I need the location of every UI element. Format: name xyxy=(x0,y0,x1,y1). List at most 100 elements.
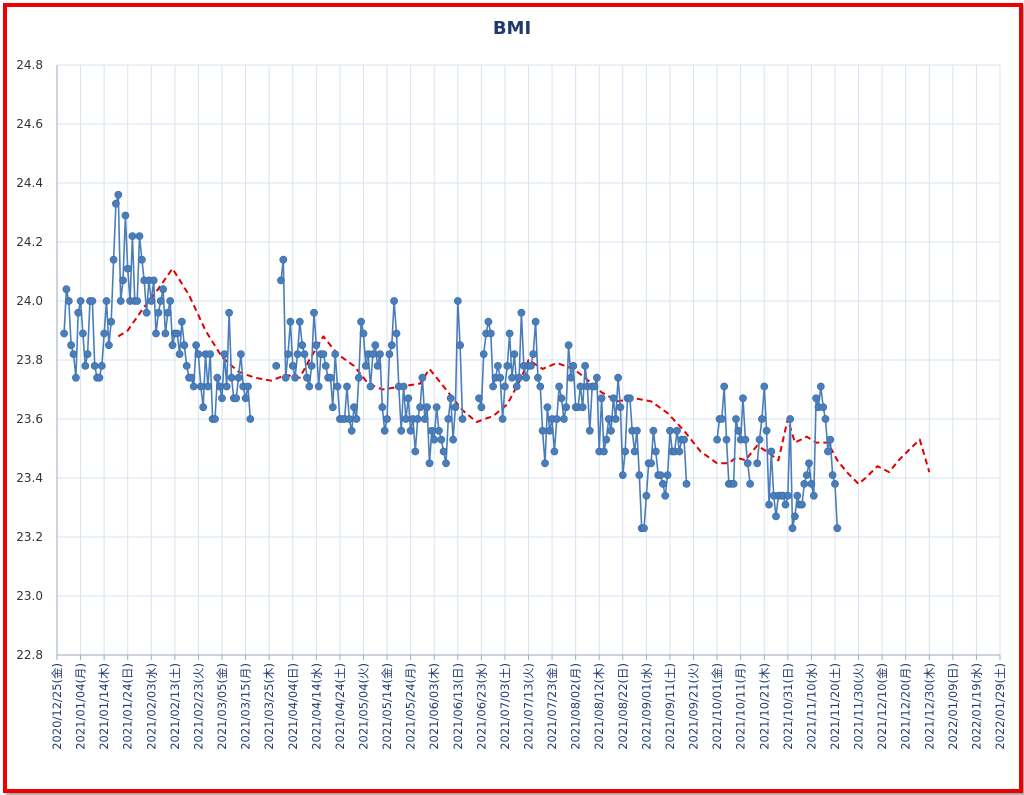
bmi-point xyxy=(182,361,191,370)
bmi-point xyxy=(149,276,158,285)
bmi-point xyxy=(618,471,627,479)
bmi-point xyxy=(288,361,297,370)
bmi-point xyxy=(805,459,813,468)
x-tick-label: 2021/11/20(土) xyxy=(828,663,842,750)
bmi-point xyxy=(607,426,615,435)
bmi-point xyxy=(343,382,351,391)
bmi-point xyxy=(175,350,184,358)
x-tick-label: 2021/01/14(木) xyxy=(97,663,111,750)
bmi-point xyxy=(593,373,601,382)
bmi-point xyxy=(755,435,764,444)
bmi-point xyxy=(406,426,415,435)
bmi-point xyxy=(350,403,358,412)
bmi-point xyxy=(102,297,111,305)
bmi-point xyxy=(760,382,769,391)
bmi-point xyxy=(333,382,342,391)
bmi-point xyxy=(399,382,408,391)
bmi-point xyxy=(137,255,146,264)
bmi-point xyxy=(357,317,365,326)
bmi-point xyxy=(291,373,299,382)
x-tick-label: 2021/04/04(日) xyxy=(286,663,300,750)
bmi-point xyxy=(286,317,295,326)
bmi-point xyxy=(305,382,314,391)
bmi-point xyxy=(541,459,549,468)
bmi-point xyxy=(666,426,674,435)
bmi-point xyxy=(609,394,618,403)
bmi-point xyxy=(423,403,431,412)
y-tick-label: 24.6 xyxy=(16,117,43,131)
bmi-point xyxy=(359,329,368,338)
bmi-point xyxy=(128,232,137,240)
bmi-point xyxy=(168,341,177,350)
bmi-point xyxy=(277,276,285,285)
bmi-point xyxy=(602,435,611,444)
bmi-point xyxy=(717,415,726,423)
bmi-point xyxy=(156,297,165,305)
x-tick-label: 2021/12/30(木) xyxy=(922,663,936,750)
bmi-point xyxy=(215,382,224,391)
y-tick-label: 23.2 xyxy=(16,530,43,544)
bmi-point xyxy=(444,415,453,423)
bmi-point xyxy=(166,297,175,305)
bmi-point xyxy=(376,350,384,358)
bmi-point xyxy=(328,403,337,412)
bmi-point xyxy=(88,297,97,305)
x-tick-label: 2021/06/23(水) xyxy=(474,663,488,750)
y-tick-label: 24.0 xyxy=(16,294,43,308)
bmi-point xyxy=(189,382,198,391)
bmi-point xyxy=(743,459,752,468)
bmi-point xyxy=(604,415,613,423)
bmi-point xyxy=(800,479,809,488)
x-tick-label: 2022/01/19(水) xyxy=(969,663,983,750)
bmi-point xyxy=(380,426,389,435)
bmi-point xyxy=(746,479,754,488)
x-tick-label: 2021/10/01(金) xyxy=(710,663,724,750)
y-tick-label: 23.6 xyxy=(16,412,43,426)
bmi-point xyxy=(430,435,439,444)
bmi-point xyxy=(62,285,71,294)
bmi-point xyxy=(451,403,460,412)
x-tick-label: 2021/03/25(木) xyxy=(262,663,276,750)
bmi-line-segment xyxy=(478,311,688,530)
bmi-point xyxy=(826,435,835,444)
x-tick-label: 2021/05/04(火) xyxy=(356,663,370,750)
trend-series xyxy=(117,267,931,485)
x-tick-label: 2021/07/23(金) xyxy=(545,663,559,750)
bmi-point xyxy=(378,403,387,412)
bmi-point xyxy=(392,329,401,338)
bmi-point xyxy=(420,415,429,423)
x-tick-label: 2022/01/29(土) xyxy=(993,663,1007,750)
bmi-point xyxy=(293,350,302,358)
y-tick-label: 24.4 xyxy=(16,176,43,190)
bmi-point xyxy=(597,394,606,403)
bmi-point xyxy=(418,373,427,382)
bmi-point xyxy=(788,524,797,533)
bmi-point xyxy=(659,479,667,488)
x-tick-label: 2021/08/02(月) xyxy=(569,663,583,750)
bmi-point xyxy=(142,308,151,317)
bmi-point xyxy=(123,264,132,273)
bmi-point xyxy=(74,308,83,317)
bmi-point xyxy=(64,297,73,305)
bmi-point xyxy=(753,459,762,468)
x-tick-label: 2021/03/05(金) xyxy=(215,663,229,750)
bmi-point xyxy=(729,479,738,488)
x-tick-label: 2021/09/21(火) xyxy=(687,663,701,750)
bmi-point xyxy=(809,491,818,500)
chart-title: BMI xyxy=(492,18,532,39)
y-tick-label: 24.8 xyxy=(16,58,43,72)
bmi-point xyxy=(765,500,773,509)
bmi-point xyxy=(647,459,655,468)
bmi-point xyxy=(663,471,672,479)
x-tick-label: 2021/11/30(火) xyxy=(852,663,866,750)
bmi-point xyxy=(368,350,377,358)
bmi-point xyxy=(621,447,630,456)
x-tick-label: 2021/04/14(水) xyxy=(309,663,323,750)
bmi-point xyxy=(397,426,406,435)
bmi-point xyxy=(661,491,670,500)
bmi-point xyxy=(515,373,523,382)
bmi-point xyxy=(300,350,309,358)
bmi-point xyxy=(272,361,281,370)
bmi-point xyxy=(550,447,559,456)
bmi-point xyxy=(236,350,245,358)
